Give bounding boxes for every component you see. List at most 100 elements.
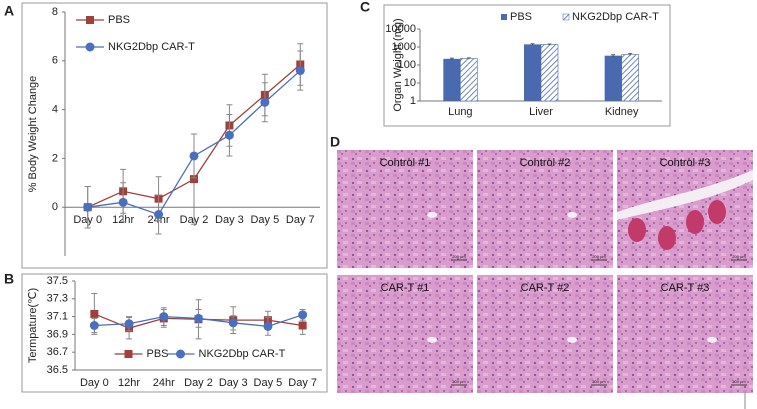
- y-tick-label: 36.5: [47, 364, 68, 376]
- legend-label: PBS: [147, 348, 169, 360]
- legend-swatch: [501, 14, 507, 20]
- panel-label: D: [330, 134, 340, 150]
- y-tick-label: 37.3: [47, 293, 68, 305]
- y-axis-label: % Body Weight Change: [27, 76, 39, 193]
- marker: [159, 312, 169, 322]
- marker: [295, 66, 305, 76]
- scale-bar-label: 200 µm: [592, 379, 606, 384]
- x-tick-label: 12hr: [118, 377, 140, 389]
- marker: [85, 42, 95, 52]
- marker: [194, 313, 203, 323]
- vessel: [567, 211, 578, 218]
- marker: [90, 309, 99, 318]
- y-tick-label: 37.1: [47, 311, 68, 323]
- marker: [298, 321, 307, 330]
- y-tick-label: 6: [52, 55, 58, 67]
- y-axis-label: Termpature(℃): [27, 288, 39, 363]
- marker: [124, 319, 134, 329]
- image-label: Control #1: [380, 157, 431, 169]
- marker: [224, 130, 234, 140]
- y-tick-label: 100: [398, 59, 416, 71]
- histology-image: [617, 275, 753, 393]
- x-tick-label: Liver: [529, 106, 553, 118]
- marker: [189, 151, 199, 161]
- hemorrhage: [686, 210, 704, 234]
- bar: [460, 58, 478, 102]
- scale-bar-label: 200 µm: [732, 254, 746, 259]
- marker: [176, 349, 185, 359]
- panel-b-frame: [21, 273, 328, 393]
- panel-a-frame: [21, 2, 328, 269]
- panel-label: C: [360, 0, 370, 15]
- y-axis-label: Organ Weight (mg): [392, 18, 404, 111]
- x-tick-label: Day 3: [215, 214, 244, 226]
- legend-swatch: [562, 13, 570, 21]
- hemorrhage: [708, 200, 726, 224]
- legend-label: PBS: [510, 11, 532, 23]
- y-tick-label: 36.7: [47, 346, 68, 358]
- vessel: [427, 211, 438, 218]
- histology-image: [477, 150, 613, 268]
- marker: [298, 310, 308, 320]
- x-tick-label: 24hr: [153, 377, 175, 389]
- vessel: [707, 336, 718, 343]
- y-tick-label: 8: [52, 6, 58, 18]
- marker: [86, 16, 94, 24]
- marker: [83, 202, 93, 212]
- x-tick-label: Day 2: [184, 377, 213, 389]
- error-bar: [628, 53, 633, 56]
- marker: [124, 350, 133, 358]
- legend-label: NKG2Dbp CAR-T: [572, 11, 659, 23]
- marker: [89, 321, 99, 330]
- marker: [228, 318, 238, 328]
- marker: [154, 210, 164, 220]
- y-tick-label: 2: [52, 152, 58, 164]
- bar: [443, 58, 461, 101]
- y-tick-label: 10000: [385, 23, 416, 35]
- y-tick-label: 10: [404, 77, 416, 89]
- error-bar: [466, 57, 471, 60]
- legend-label: NKG2Dbp CAR-T: [108, 41, 195, 53]
- scale-bar-label: 200 µm: [732, 379, 746, 384]
- y-tick-label: 0: [52, 201, 58, 213]
- hemorrhage: [628, 218, 646, 242]
- panel-label: A: [4, 3, 14, 19]
- scale-bar-label: 200 µm: [452, 254, 466, 259]
- hemorrhage: [658, 226, 676, 250]
- bar: [621, 54, 639, 102]
- error-bar: [611, 54, 616, 57]
- x-tick-label: Day 5: [250, 214, 279, 226]
- histology-image: [337, 150, 473, 268]
- bar: [524, 44, 541, 101]
- image-label: CAR-T #2: [521, 282, 570, 294]
- marker: [118, 197, 128, 207]
- histology-image: [477, 275, 613, 393]
- marker: [263, 321, 273, 331]
- x-tick-label: Lung: [448, 106, 472, 118]
- histology-image: [337, 275, 473, 393]
- x-tick-label: Day 7: [286, 214, 315, 226]
- image-label: Control #2: [520, 157, 571, 169]
- error-bar: [530, 43, 535, 46]
- y-tick-label: 1000: [392, 41, 416, 53]
- y-tick-label: 1: [410, 95, 416, 107]
- y-tick-label: 37.5: [47, 275, 68, 287]
- x-tick-label: Kidney: [605, 106, 639, 118]
- image-label: CAR-T #1: [381, 282, 430, 294]
- panel-label: B: [4, 271, 14, 287]
- panel-c-frame: [383, 4, 671, 127]
- y-tick-label: 36.9: [47, 328, 68, 340]
- x-tick-label: Day 7: [288, 377, 317, 389]
- image-label: Control #3: [660, 157, 711, 169]
- image-label: CAR-T #3: [661, 282, 710, 294]
- error-bar: [449, 57, 454, 60]
- bar: [604, 55, 622, 101]
- legend-label: NKG2Dbp CAR-T: [199, 348, 286, 360]
- legend-label: PBS: [108, 14, 130, 26]
- x-tick-label: Day 5: [254, 377, 283, 389]
- tissue-gap: [617, 170, 753, 220]
- error-bar: [547, 43, 552, 46]
- scale-bar-label: 200 µm: [592, 254, 606, 259]
